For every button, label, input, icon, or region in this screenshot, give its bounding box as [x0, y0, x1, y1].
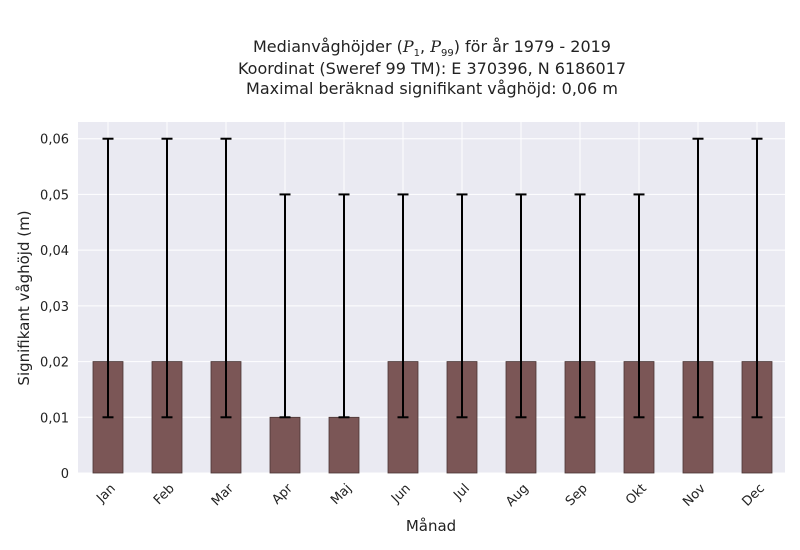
y-tick-label: 0,02	[40, 356, 69, 371]
error-bar-jul	[456, 193, 468, 419]
x-tick-label: Dec	[739, 481, 767, 509]
x-axis-label: Månad	[406, 517, 456, 535]
error-bar-nov	[692, 137, 704, 419]
y-tick-label: 0,01	[40, 411, 69, 426]
error-bar-jan	[102, 137, 114, 419]
x-tick-label: Maj	[328, 481, 355, 508]
y-tick-label: 0,03	[40, 300, 69, 315]
y-axis-label: Signifikant våghöjd (m)	[15, 210, 33, 385]
chart-title-line-2: Koordinat (Sweref 99 TM): E 370396, N 61…	[238, 59, 626, 78]
y-grid	[78, 138, 785, 474]
x-tick-label: Feb	[151, 481, 178, 508]
bar-apr	[269, 416, 301, 474]
error-bars	[102, 137, 763, 419]
x-tick-label: Sep	[563, 481, 591, 509]
error-bar-maj	[338, 193, 350, 419]
x-tick-label: Aug	[503, 481, 532, 510]
x-tick-label: Okt	[623, 481, 650, 508]
error-bar-dec	[751, 137, 763, 419]
x-tick-label: Nov	[680, 481, 709, 510]
error-bar-apr	[279, 193, 291, 419]
error-bar-sep	[574, 193, 586, 419]
x-tick-label: Apr	[269, 481, 296, 508]
y-tick-label: 0,06	[40, 133, 69, 148]
x-tick-label: Jun	[388, 481, 414, 507]
error-bar-mar	[220, 137, 232, 419]
error-bar-jun	[397, 193, 409, 419]
y-tick-label: 0,05	[40, 188, 69, 203]
chart-title-line-3: Maximal beräknad signifikant våghöjd: 0,…	[246, 79, 618, 98]
y-tick-label: 0	[61, 467, 69, 482]
chart-title-line-1: Medianvåghöjder (P1, P99) för år 1979 - …	[253, 37, 611, 59]
error-bar-okt	[633, 193, 645, 419]
x-tick-labels: Jan Feb Mar Apr Maj Jun Jul Aug Sep Okt Nov Dec	[93, 481, 767, 510]
error-bar-feb	[161, 137, 173, 419]
error-bar-aug	[515, 193, 527, 419]
y-tick-labels: 0 0,01 0,02 0,03 0,04 0,05 0,06	[40, 133, 69, 482]
y-tick-label: 0,04	[40, 244, 69, 259]
bar-maj	[328, 416, 360, 474]
x-tick-label: Jan	[93, 481, 118, 506]
plot-area	[78, 122, 785, 473]
x-tick-label: Mar	[209, 481, 237, 509]
x-tick-label: Jul	[450, 481, 472, 503]
